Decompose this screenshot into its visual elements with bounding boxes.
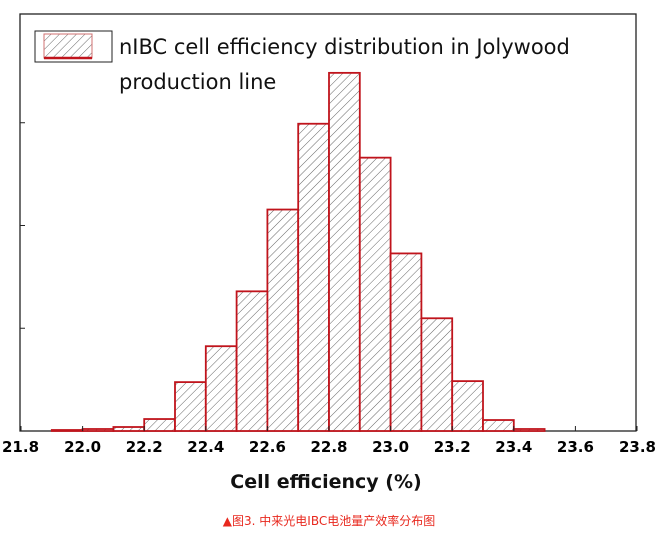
x-tick-label: 22.0 <box>64 438 101 456</box>
histogram-bar <box>204 345 238 432</box>
legend-label-line2: production line <box>119 70 276 94</box>
x-tick-label: 23.2 <box>434 438 471 456</box>
x-tick-label: 22.6 <box>249 438 286 456</box>
x-axis-label: Cell efficiency (%) <box>230 471 421 493</box>
x-tick-label: 23.4 <box>495 438 532 456</box>
histogram-bar <box>266 208 300 432</box>
histogram-bar <box>389 252 423 432</box>
histogram-bar <box>420 317 454 432</box>
histogram-bar <box>174 381 207 432</box>
x-tick-label: 22.4 <box>187 438 224 456</box>
x-tick-label: 22.2 <box>126 438 163 456</box>
histogram-bar <box>358 156 392 432</box>
histogram-bar <box>512 428 546 432</box>
histogram-bar <box>328 71 361 432</box>
histogram-bar <box>235 290 269 432</box>
x-tick-label: 23.8 <box>619 438 656 456</box>
histogram-bar <box>112 426 146 432</box>
histogram-bar <box>297 122 330 432</box>
x-tick-label: 23.6 <box>557 438 594 456</box>
x-tick-label: 22.8 <box>310 438 347 456</box>
legend-swatch <box>43 33 93 59</box>
x-tick-label: 21.8 <box>2 438 39 456</box>
histogram-bar <box>451 380 484 432</box>
figure-caption: ▲图3. 中来光电IBC电池量产效率分布图 <box>223 513 435 528</box>
legend: nIBC cell efficiency distribution in Jol… <box>34 30 570 94</box>
legend-label-line1: nIBC cell efficiency distribution in Jol… <box>119 35 570 59</box>
x-tick-label: 23.0 <box>372 438 409 456</box>
histogram-bar <box>143 418 176 432</box>
histogram-bar <box>50 429 84 432</box>
histogram-bar <box>482 419 515 432</box>
histogram-bar <box>81 428 115 432</box>
